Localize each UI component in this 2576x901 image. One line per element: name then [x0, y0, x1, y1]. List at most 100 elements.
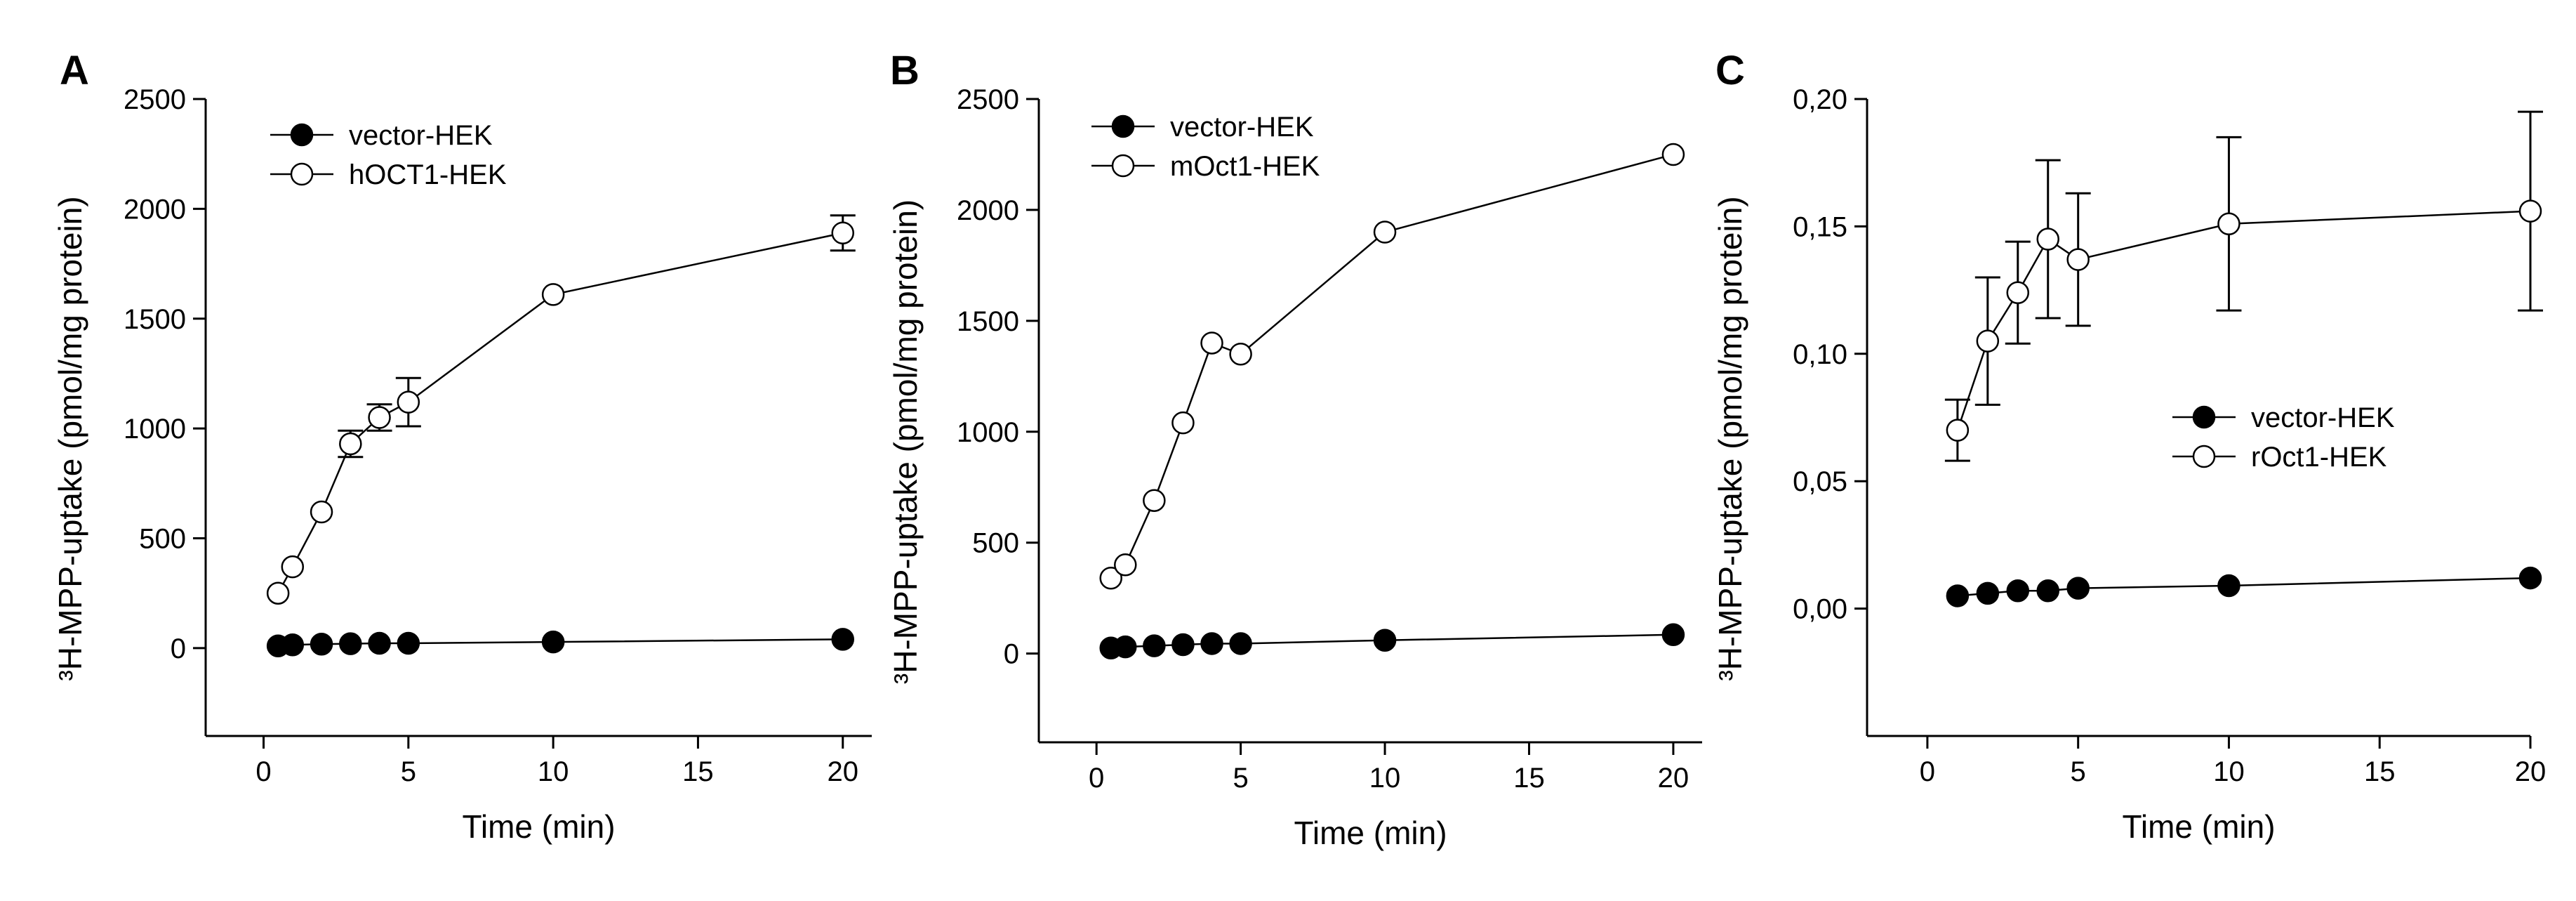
- series-roct1-hek: [1944, 110, 2543, 462]
- legend-marker: [2192, 445, 2216, 468]
- legend-marker: [1111, 114, 1135, 138]
- x-tick-label: 15: [2364, 756, 2396, 787]
- data-point: [1143, 489, 1166, 512]
- data-point: [1114, 635, 1137, 659]
- legend-marker: [1111, 154, 1135, 178]
- series-vector-hek: [1946, 566, 2542, 607]
- x-tick-label: 10: [538, 756, 569, 787]
- data-point: [310, 633, 333, 656]
- y-axis-title: ³H-MPP-uptake (pmol/mg protein): [52, 196, 88, 680]
- data-point: [1200, 632, 1223, 655]
- legend: vector-HEK rOct1-HEK: [2172, 402, 2395, 473]
- data-point: [1099, 567, 1122, 590]
- x-tick-label: 20: [2515, 756, 2547, 787]
- data-point: [1171, 411, 1195, 435]
- y-tick-label: 1000: [124, 414, 186, 445]
- data-point: [2036, 228, 2059, 251]
- x-tick-label: 10: [2213, 756, 2245, 787]
- legend-label: hOCT1-HEK: [349, 159, 507, 190]
- data-point: [2036, 579, 2059, 603]
- data-point: [1373, 221, 1397, 244]
- legend-label: rOct1-HEK: [2251, 442, 2387, 473]
- chart-panel-b: B 0 500 1000 1500 2000 2500 0 5 10 15 20 Time (min) ³…: [887, 48, 1702, 851]
- data-point: [1229, 342, 1252, 366]
- x-axis-title: Time (min): [462, 808, 615, 845]
- y-tick-label: 0: [1004, 639, 1019, 670]
- y-tick-label: 2000: [957, 195, 1019, 226]
- data-point: [2006, 281, 2030, 304]
- x-axis-title: Time (min): [2122, 808, 2275, 845]
- data-point: [266, 581, 290, 605]
- data-point: [281, 555, 305, 579]
- data-point: [1661, 623, 1685, 647]
- y-tick-label: 2000: [124, 194, 186, 225]
- data-point: [2217, 212, 2240, 236]
- data-point: [368, 406, 391, 429]
- data-point: [1373, 629, 1397, 652]
- legend-label: vector-HEK: [2251, 402, 2395, 433]
- data-point: [339, 632, 362, 655]
- data-point: [339, 432, 362, 456]
- y-tick-label: 1000: [957, 417, 1019, 448]
- data-point: [1200, 331, 1223, 355]
- y-tick-label: 2500: [124, 84, 186, 115]
- y-tick-label: 0,05: [1793, 466, 1847, 497]
- series-vector-hek: [266, 628, 854, 658]
- data-point: [1976, 581, 2000, 605]
- data-point: [541, 283, 565, 306]
- legend-label: vector-HEK: [1170, 112, 1314, 143]
- y-tick-label: 0,00: [1793, 594, 1847, 625]
- series-vector-hek: [1099, 623, 1685, 660]
- data-point: [368, 631, 391, 655]
- y-tick-label: 1500: [957, 306, 1019, 337]
- y-tick-label: 0: [171, 633, 186, 664]
- chart-panel-a: A 0 500 1000 1500 2000 2500 0 5 10 15 20 Time (min) ³…: [52, 48, 872, 845]
- data-point: [831, 628, 854, 651]
- x-tick-label: 0: [255, 756, 271, 787]
- data-point: [2066, 248, 2090, 271]
- x-tick-label: 5: [401, 756, 416, 787]
- data-point: [541, 630, 565, 654]
- data-point: [397, 390, 420, 414]
- x-axis-title: Time (min): [1294, 815, 1447, 851]
- x-tick-label: 20: [1658, 763, 1689, 794]
- legend: vector-HEK hOCT1-HEK: [270, 120, 507, 190]
- y-tick-label: 2500: [957, 84, 1019, 115]
- data-point: [281, 633, 305, 657]
- data-point: [1143, 634, 1166, 657]
- x-tick-label: 5: [2071, 756, 2086, 787]
- x-tick-label: 5: [1233, 763, 1248, 794]
- x-tick-label: 10: [1369, 763, 1401, 794]
- y-tick-label: 0,10: [1793, 339, 1847, 370]
- series-line: [1110, 153, 1674, 579]
- x-tick-label: 0: [1089, 763, 1104, 794]
- legend-marker: [290, 162, 314, 186]
- data-point: [2066, 577, 2090, 600]
- legend-marker: [290, 123, 314, 147]
- y-tick-label: 500: [972, 528, 1019, 559]
- data-point: [1171, 633, 1195, 657]
- legend-label: vector-HEK: [349, 120, 493, 151]
- data-point: [1976, 329, 2000, 353]
- x-tick-label: 15: [682, 756, 714, 787]
- y-tick-label: 1500: [124, 304, 186, 335]
- series-moct1-hek: [1099, 143, 1685, 590]
- data-point: [1114, 553, 1137, 577]
- y-axis-title: ³H-MPP-uptake (pmol/mg protein): [1712, 196, 1748, 680]
- panel-label: A: [60, 48, 89, 93]
- data-point: [1946, 419, 1970, 442]
- data-point: [2006, 579, 2030, 603]
- legend: vector-HEK mOct1-HEK: [1091, 112, 1320, 182]
- panel-label: C: [1715, 48, 1745, 93]
- y-tick-label: 0,15: [1793, 211, 1847, 242]
- series-hoct1-hek: [266, 214, 856, 605]
- legend-marker: [2192, 405, 2216, 429]
- data-point: [831, 221, 854, 245]
- y-tick-label: 500: [139, 524, 186, 555]
- data-point: [397, 631, 420, 655]
- data-point: [2518, 566, 2542, 590]
- panel-label: B: [890, 48, 919, 93]
- chart-panel-c: C 0,00 0,05 0,10 0,15 0,20 0 5 10 15 20 Time (min) ³…: [1712, 48, 2546, 845]
- x-tick-label: 20: [827, 756, 858, 787]
